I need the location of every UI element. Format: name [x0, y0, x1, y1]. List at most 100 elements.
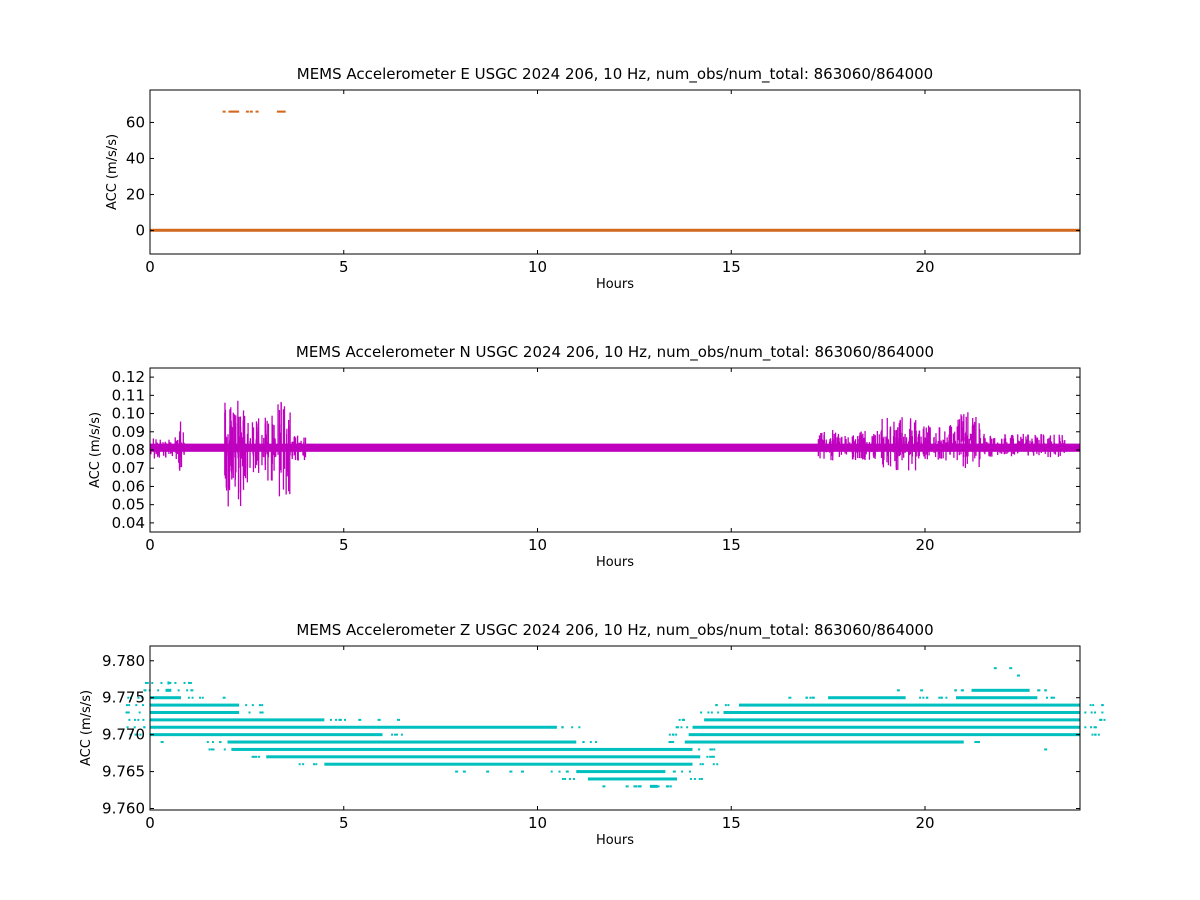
panel-n-activity-spike: [927, 432, 929, 452]
panel-z-level-dot: [261, 711, 264, 714]
panel-e-outlier-point: [236, 110, 240, 113]
panel-n-activity-spike: [294, 436, 296, 455]
panel-n-activity-spike: [856, 444, 858, 454]
panel-e-x-tick-label: 20: [915, 258, 934, 276]
panel-n-activity-spike: [1022, 444, 1025, 448]
panel-n-activity-spike: [881, 418, 883, 449]
panel-z-level-dot: [809, 696, 812, 699]
panel-z-level-dot: [190, 689, 193, 692]
panel-n-activity-spike: [887, 438, 889, 457]
panel-z-level-line: [150, 710, 240, 714]
panel-z-level-segment: [550, 770, 691, 774]
panel-e-outlier-point: [222, 110, 226, 113]
panel-e-axes-frame: [149, 89, 1081, 255]
panel-n-activity-spike: [1057, 443, 1060, 457]
panel-n-activity-spike: [869, 445, 871, 447]
panel-z-level-dot: [945, 696, 948, 699]
panel-n-activity-spike: [152, 438, 154, 449]
panel-z-level-dot: [210, 748, 213, 751]
panel-z-level-line: [971, 688, 1030, 692]
panel-z-outlier-point: [1009, 667, 1013, 670]
panel-n-activity-spike: [862, 444, 864, 448]
panel-z-level-dot: [126, 726, 129, 729]
panel-n-activity-spike: [983, 433, 985, 453]
panel-z-level-line: [649, 784, 658, 788]
panel-z-level-dot: [259, 711, 262, 714]
panel-z-level-dot: [638, 785, 641, 788]
panel-z-level-dot: [709, 748, 712, 751]
panel-n-activity-spike: [836, 441, 838, 449]
panel-z-level-segment: [715, 703, 1104, 707]
panel-n-activity-spike: [240, 432, 243, 459]
panel-n-activity-spike: [231, 446, 233, 480]
panel-n-activity-spike: [871, 437, 874, 449]
panel-e-outlier-point: [280, 110, 284, 113]
panel-z-level-dot: [1093, 726, 1096, 729]
panel-n-activity-spike: [153, 444, 155, 459]
panel-z-level-line: [587, 777, 677, 781]
panel-z-level-dot: [710, 711, 713, 714]
panel-z-level-dot: [1101, 704, 1104, 707]
panel-z-level-dot: [700, 777, 703, 780]
panel-n-activity-spike: [900, 438, 903, 448]
panel-z-level-dot: [1092, 704, 1095, 707]
panel-n-activity-spike: [987, 442, 989, 447]
panel-n-activity-spike: [916, 441, 918, 457]
panel-n-activity-spike: [1064, 440, 1066, 449]
panel-z-level-dot: [186, 689, 189, 692]
panel-n-y-tick-label: 0.08: [112, 441, 145, 459]
panel-n-activity-spike: [925, 439, 927, 449]
panel-n-activity-spike: [907, 441, 910, 471]
panel-n-activity-spike: [267, 442, 269, 481]
panel-z-level-line: [576, 770, 666, 774]
panel-n-activity-spike: [1047, 443, 1049, 457]
panel-n-activity-spike: [991, 438, 993, 449]
panel-n-activity-spike: [864, 431, 866, 457]
panel-z-level-dot: [188, 681, 191, 684]
panel-n-activity-spike: [834, 432, 837, 450]
panel-z-outlier-point: [896, 689, 900, 692]
panel-z-level-dot: [1094, 726, 1097, 729]
panel-z-level-dot: [698, 748, 701, 751]
panel-n-activity-spike: [942, 442, 944, 459]
panel-n-activity-spike: [237, 432, 240, 500]
panel-n-activity-spike: [254, 445, 257, 457]
panel-z-outlier-point: [602, 785, 606, 788]
panel-z-level-dot: [206, 741, 209, 744]
panel-n-activity-spike: [304, 437, 307, 458]
panel-z-level-dot: [566, 770, 569, 773]
panel-z-level-dot: [313, 763, 316, 766]
panel-z-level-dot: [134, 733, 137, 736]
panel-n-activity-spike: [945, 442, 947, 461]
panel-n-activity-spike: [182, 432, 184, 451]
panel-z-level-dot: [157, 689, 160, 692]
panel-z-level-dot: [258, 755, 261, 758]
panel-n-activity-spike: [909, 437, 911, 451]
panel-n-activity-spike: [859, 432, 861, 446]
panel-n-activity-spike: [984, 445, 986, 455]
panel-n-activity-spike: [979, 438, 982, 448]
panel-n-activity-spike: [280, 401, 282, 473]
panel-z-level-dot: [129, 696, 132, 699]
panel-n-activity-spike: [868, 442, 871, 460]
panel-n-activity-spike: [256, 423, 258, 462]
panel-z-level-dot: [727, 704, 730, 707]
panel-z-level-dot: [668, 741, 671, 744]
panel-z-level-dot: [251, 704, 254, 707]
panel-n-x-tick-label: 20: [915, 536, 934, 554]
panel-n-activity-spike: [303, 437, 305, 456]
panel-n-activity-spike: [168, 439, 170, 450]
panel-n-activity-spike: [263, 437, 265, 458]
panel-z-level-line: [692, 725, 1080, 729]
panel-e-title: MEMS Accelerometer E USGC 2024 206, 10 H…: [297, 65, 933, 84]
panel-z-outlier-point: [788, 696, 792, 699]
panel-n-activity-spike: [224, 410, 227, 479]
panel-z-level-dot: [700, 711, 703, 714]
panel-n-activity-spike: [162, 447, 165, 456]
panel-z-level-dot: [144, 681, 147, 684]
panel-z-level-dot: [1091, 733, 1094, 736]
panel-n-activity-spike: [974, 421, 976, 459]
panel-n-activity-spike: [848, 445, 850, 451]
panel-z-level-dot: [676, 726, 679, 729]
panel-n-activity-spike: [874, 435, 876, 459]
